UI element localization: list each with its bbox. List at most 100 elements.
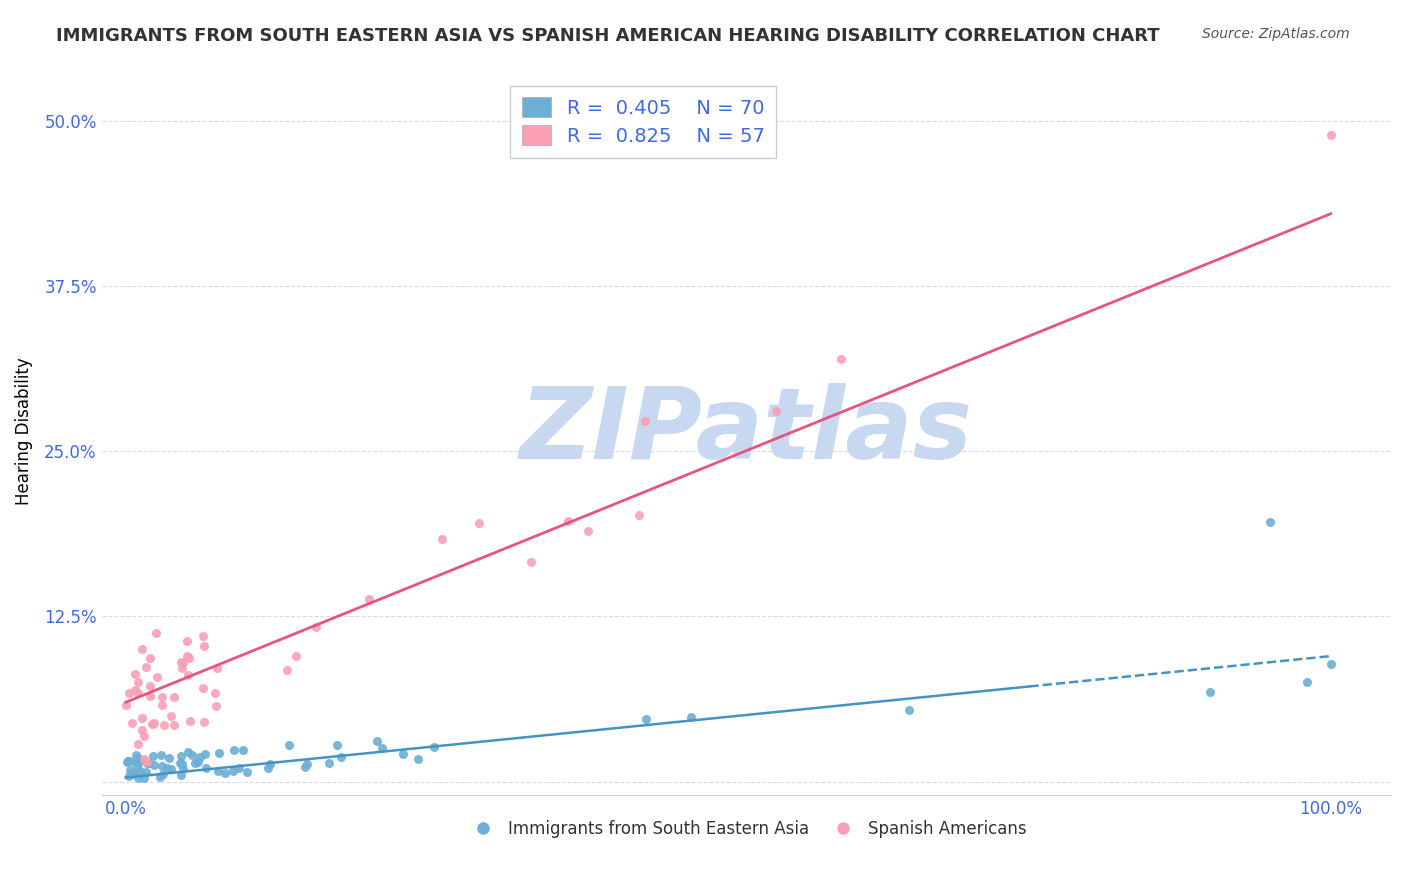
Point — [830, 352, 852, 367]
Point — [124, 682, 146, 697]
Point — [145, 626, 167, 640]
Point — [177, 667, 200, 681]
Point — [118, 686, 141, 700]
Point — [170, 768, 193, 782]
Point — [205, 698, 228, 713]
Point — [139, 689, 162, 703]
Point — [115, 755, 138, 769]
Point — [187, 755, 209, 769]
Point — [136, 755, 159, 769]
Point — [141, 717, 163, 731]
Point — [259, 757, 281, 772]
Point — [329, 749, 352, 764]
Point — [634, 415, 657, 429]
Point — [127, 675, 149, 690]
Point — [138, 651, 160, 665]
Point — [193, 714, 215, 729]
Point — [294, 760, 316, 774]
Point — [135, 756, 157, 770]
Point — [1319, 128, 1341, 142]
Point — [127, 751, 149, 765]
Point — [366, 733, 388, 747]
Point — [276, 663, 298, 677]
Point — [318, 756, 340, 770]
Point — [520, 555, 543, 569]
Point — [136, 756, 159, 771]
Point — [159, 762, 181, 776]
Point — [194, 747, 217, 762]
Legend: Immigrants from South Eastern Asia, Spanish Americans: Immigrants from South Eastern Asia, Span… — [460, 814, 1033, 845]
Point — [118, 763, 141, 777]
Point — [135, 764, 157, 779]
Point — [467, 516, 489, 530]
Point — [257, 761, 280, 775]
Point — [139, 679, 162, 693]
Point — [176, 649, 198, 664]
Point — [142, 748, 165, 763]
Point — [557, 514, 579, 528]
Point — [136, 756, 159, 770]
Point — [146, 670, 169, 684]
Point — [205, 661, 228, 675]
Point — [176, 634, 198, 648]
Point — [193, 640, 215, 654]
Point — [143, 758, 166, 772]
Point — [127, 771, 149, 785]
Point — [124, 755, 146, 769]
Point — [169, 756, 191, 770]
Point — [177, 651, 200, 665]
Point — [285, 649, 308, 664]
Point — [131, 711, 153, 725]
Point — [898, 703, 921, 717]
Point — [576, 524, 599, 539]
Point — [392, 747, 415, 762]
Point — [406, 752, 429, 766]
Point — [232, 742, 254, 756]
Point — [295, 756, 318, 771]
Point — [765, 404, 787, 418]
Point — [326, 738, 349, 752]
Point — [228, 761, 250, 775]
Point — [204, 685, 226, 699]
Point — [163, 690, 186, 704]
Point — [422, 739, 444, 754]
Point — [150, 698, 173, 712]
Point — [132, 771, 155, 785]
Point — [172, 762, 194, 776]
Point — [131, 723, 153, 737]
Point — [180, 748, 202, 763]
Point — [125, 747, 148, 762]
Point — [127, 686, 149, 700]
Point — [135, 659, 157, 673]
Point — [305, 620, 328, 634]
Point — [160, 709, 183, 723]
Point — [121, 715, 143, 730]
Point — [127, 737, 149, 751]
Point — [191, 629, 214, 643]
Point — [634, 712, 657, 726]
Point — [163, 718, 186, 732]
Point — [179, 714, 201, 728]
Point — [170, 655, 193, 669]
Point — [194, 761, 217, 775]
Point — [432, 532, 454, 546]
Point — [150, 759, 173, 773]
Point — [156, 760, 179, 774]
Point — [117, 755, 139, 769]
Point — [1319, 657, 1341, 672]
Point — [150, 690, 173, 705]
Point — [124, 666, 146, 681]
Point — [114, 698, 136, 713]
Point — [157, 751, 180, 765]
Point — [222, 764, 245, 779]
Point — [132, 752, 155, 766]
Point — [152, 767, 174, 781]
Point — [1199, 685, 1222, 699]
Point — [125, 760, 148, 774]
Point — [679, 710, 702, 724]
Point — [184, 756, 207, 770]
Point — [129, 764, 152, 778]
Point — [128, 755, 150, 769]
Point — [118, 769, 141, 783]
Point — [122, 767, 145, 781]
